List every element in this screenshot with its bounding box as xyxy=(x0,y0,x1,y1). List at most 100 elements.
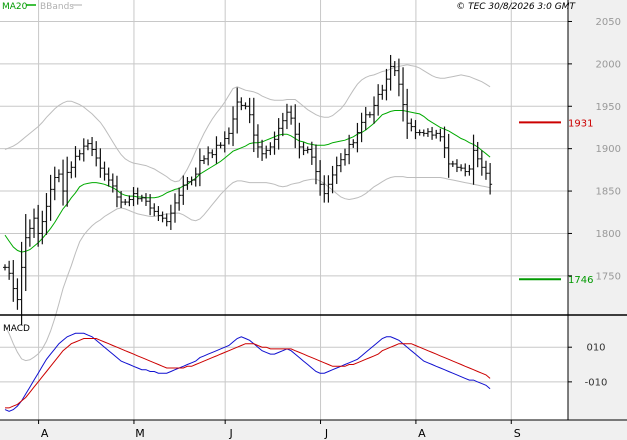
price-bar xyxy=(305,146,310,154)
price-bar xyxy=(463,163,468,177)
price-bar xyxy=(164,213,169,227)
price-tick-label: 2000 xyxy=(596,59,621,70)
price-bar xyxy=(77,149,82,161)
chart-frame xyxy=(0,0,627,421)
price-bar xyxy=(98,148,103,178)
price-bar xyxy=(143,193,148,206)
price-bar xyxy=(119,191,124,209)
axis-ticks: 1750 1800 1850 1900 1950 2000 2050 010 -010 A M J J A… xyxy=(38,17,621,440)
price-bar xyxy=(272,131,277,155)
price-bar xyxy=(488,163,493,195)
price-bar xyxy=(44,193,49,235)
price-bar xyxy=(454,159,459,173)
ma-legend-label: MA20 xyxy=(2,2,28,12)
price-bar xyxy=(392,61,397,76)
price-bar xyxy=(322,175,327,203)
price-bar xyxy=(85,139,90,151)
price-bar xyxy=(81,138,86,162)
bb-lower-line xyxy=(4,176,491,362)
macd-tick-label: 010 xyxy=(586,343,605,354)
price-bar xyxy=(421,129,426,137)
price-bar xyxy=(313,144,318,185)
bbands-legend-label: BBands xyxy=(40,2,74,12)
price-bar xyxy=(7,260,12,280)
price-levels: 1931 1746 xyxy=(519,118,593,286)
price-bar xyxy=(210,149,215,159)
price-bar xyxy=(52,166,57,201)
price-bar xyxy=(94,141,99,167)
price-bar xyxy=(231,106,236,147)
price-bar xyxy=(251,97,256,153)
price-bar xyxy=(106,167,111,187)
price-bar xyxy=(384,68,389,101)
macd-line xyxy=(4,332,491,412)
price-bar xyxy=(197,148,202,187)
price-tick-label: 1900 xyxy=(596,144,621,155)
macd-lines xyxy=(4,332,491,412)
price-bar xyxy=(148,194,153,216)
price-bar xyxy=(114,175,119,208)
price-bar xyxy=(268,142,273,156)
price-bar xyxy=(450,160,455,167)
price-bar xyxy=(27,219,32,247)
price-bar xyxy=(73,146,78,178)
price-bar xyxy=(218,142,223,149)
price-bar xyxy=(326,175,331,203)
price-bar xyxy=(127,195,132,207)
price-bar xyxy=(189,176,194,186)
price-bar xyxy=(160,211,165,223)
price-bar xyxy=(260,139,265,161)
price-bar xyxy=(123,199,128,206)
ma20-line xyxy=(4,110,491,253)
price-bar xyxy=(19,241,24,326)
price-bar xyxy=(135,187,140,205)
price-bar xyxy=(289,105,294,125)
price-tick-label: 1800 xyxy=(596,229,621,240)
price-bar xyxy=(255,124,260,158)
price-bar xyxy=(56,169,61,183)
price-bar xyxy=(61,159,66,206)
month-tick-label: A xyxy=(418,427,426,440)
price-bar xyxy=(434,129,439,139)
price-bar xyxy=(343,148,347,166)
price-bar xyxy=(222,131,227,153)
price-bar xyxy=(334,156,339,184)
price-bar xyxy=(483,160,488,180)
month-tick-label: J xyxy=(324,427,328,440)
month-tick-label: M xyxy=(135,427,145,440)
price-bar xyxy=(330,165,335,194)
price-bar xyxy=(347,134,352,165)
price-bar xyxy=(297,122,302,159)
x-axis-strip xyxy=(0,420,627,440)
price-bar xyxy=(90,137,95,157)
price-bar xyxy=(284,103,289,130)
price-bar xyxy=(405,88,410,139)
price-bar xyxy=(367,111,372,118)
price-bar xyxy=(363,106,368,131)
price-bar xyxy=(401,67,406,122)
price-bar xyxy=(168,204,173,230)
price-bar xyxy=(185,176,190,190)
price-bar xyxy=(110,173,115,193)
price-tick-label: 1750 xyxy=(596,271,621,282)
price-bar xyxy=(376,84,381,116)
copyright-label: © TEC 30/8/2026 3:0 GMT xyxy=(456,2,576,12)
chart-grid xyxy=(0,0,568,420)
price-bar xyxy=(409,118,414,132)
price-bar xyxy=(338,153,343,173)
resistance-level-label: 1931 xyxy=(568,118,593,129)
bb-upper-line xyxy=(4,64,491,183)
price-bar xyxy=(243,102,248,110)
price-bar xyxy=(475,141,480,168)
price-bar xyxy=(65,156,70,207)
price-bar xyxy=(413,120,418,140)
price-bar xyxy=(442,126,447,159)
price-bar xyxy=(396,58,401,97)
price-bar xyxy=(15,278,20,310)
price-bar xyxy=(425,128,430,137)
signal-line xyxy=(5,338,491,409)
month-tick-label: J xyxy=(229,427,233,440)
month-tick-label: A xyxy=(41,427,49,440)
price-bar xyxy=(417,129,422,136)
